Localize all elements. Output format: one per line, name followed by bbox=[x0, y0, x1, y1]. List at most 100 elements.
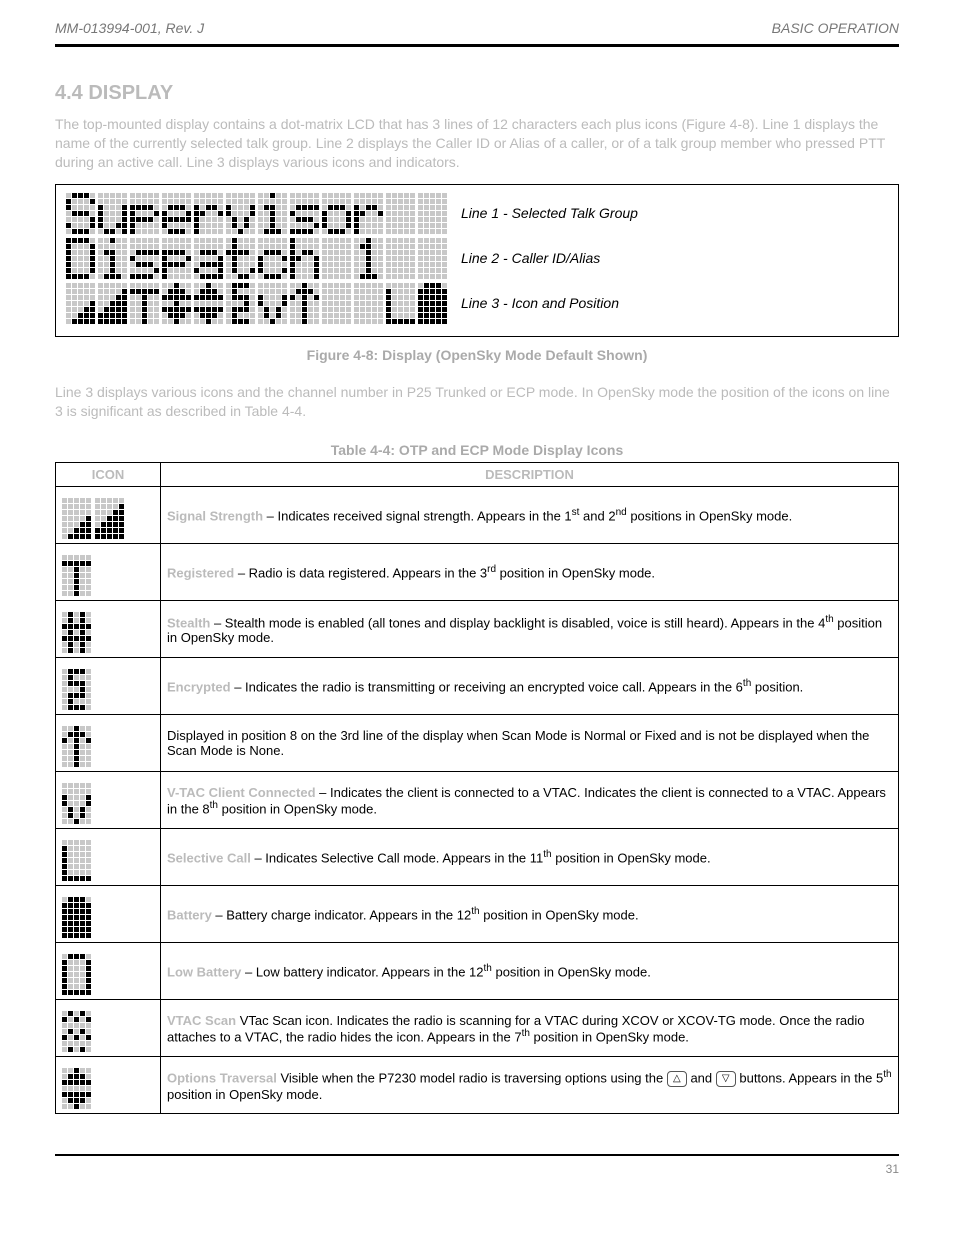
glyph-D bbox=[66, 238, 95, 279]
icon-cell bbox=[56, 601, 161, 658]
desc-cell: VTAC Scan VTac Scan icon. Indicates the … bbox=[161, 1000, 899, 1057]
figure-caption: Figure 4-8: Display (OpenSky Mode Defaul… bbox=[55, 347, 899, 363]
glyph-u bbox=[98, 193, 127, 234]
table-body: Signal Strength – Indicates received sig… bbox=[56, 487, 899, 1114]
glyph-stealth bbox=[62, 612, 91, 653]
glyph-p bbox=[162, 238, 191, 279]
intro-paragraph: The top-mounted display contains a dot-m… bbox=[55, 115, 899, 172]
glyph-L bbox=[62, 840, 91, 881]
glyph-scan2 bbox=[290, 283, 319, 324]
glyph-sig1 bbox=[62, 498, 91, 539]
icon-cell bbox=[56, 829, 161, 886]
triangle-down-icon: ▽ bbox=[716, 1071, 736, 1087]
glyph-v bbox=[62, 783, 91, 824]
glyph-vtacscan bbox=[62, 1011, 91, 1052]
table-row: VTAC Scan VTac Scan icon. Indicates the … bbox=[56, 1000, 899, 1057]
desc-cell: Options Traversal Visible when the P7230… bbox=[161, 1057, 899, 1114]
glyph-sig2 bbox=[98, 283, 127, 324]
glyph-i bbox=[98, 238, 127, 279]
icon-cell bbox=[56, 1000, 161, 1057]
icon-cell bbox=[56, 772, 161, 829]
glyph-p bbox=[130, 193, 159, 234]
glyph-h bbox=[290, 238, 319, 279]
icon-cell bbox=[56, 943, 161, 1000]
glyph-i bbox=[258, 193, 287, 234]
footer-rule bbox=[55, 1154, 899, 1156]
section-title: 4.4 DISPLAY bbox=[55, 82, 899, 105]
table-row: V-TAC Client Connected – Indicates the c… bbox=[56, 772, 899, 829]
header-right: BASIC OPERATION bbox=[772, 20, 899, 36]
glyph-v bbox=[226, 193, 255, 234]
glyph-batt bbox=[418, 283, 447, 324]
glyph-o bbox=[322, 193, 351, 234]
glyph-r bbox=[194, 193, 223, 234]
page-header: MM-013994-001, Rev. J BASIC OPERATION bbox=[55, 0, 899, 44]
glyph- bbox=[418, 238, 447, 279]
glyph- bbox=[322, 283, 351, 324]
table-row: Options Traversal Visible when the P7230… bbox=[56, 1057, 899, 1114]
footer-right: 31 bbox=[886, 1162, 899, 1176]
table-header-row: ICON DESCRIPTION bbox=[56, 463, 899, 487]
glyph-c bbox=[258, 238, 287, 279]
glyph-L bbox=[386, 283, 415, 324]
glyph-1 bbox=[354, 238, 383, 279]
icon-table: ICON DESCRIPTION Signal Strength – Indic… bbox=[55, 462, 899, 1114]
glyph-e bbox=[162, 193, 191, 234]
desc-cell: Low Battery – Low battery indicator. App… bbox=[161, 943, 899, 1000]
desc-cell: Encrypted – Indicates the radio is trans… bbox=[161, 658, 899, 715]
mid-paragraph: Line 3 displays various icons and the ch… bbox=[55, 383, 899, 421]
glyph-t bbox=[226, 238, 255, 279]
glyph- bbox=[418, 193, 447, 234]
table-col-icon: ICON bbox=[56, 463, 161, 487]
glyph-r bbox=[354, 193, 383, 234]
header-rule bbox=[55, 44, 899, 47]
glyph- bbox=[322, 238, 351, 279]
icon-cell bbox=[56, 544, 161, 601]
desc-cell: Signal Strength – Indicates received sig… bbox=[161, 487, 899, 544]
figure-line-2-label: Line 2 - Caller ID/Alias bbox=[461, 250, 898, 266]
glyph-sig2 bbox=[95, 498, 124, 539]
glyph-battlow bbox=[62, 954, 91, 995]
glyph-opt bbox=[62, 1068, 91, 1109]
glyph-s bbox=[290, 193, 319, 234]
desc-cell: Battery – Battery charge indicator. Appe… bbox=[161, 886, 899, 943]
glyph- bbox=[354, 283, 383, 324]
figure-line-2: Line 2 - Caller ID/Alias bbox=[66, 236, 898, 281]
glyph- bbox=[386, 193, 415, 234]
table-row: Registered – Radio is data registered. A… bbox=[56, 544, 899, 601]
glyph-enc bbox=[226, 283, 255, 324]
table-title: Table 4-4: OTP and ECP Mode Display Icon… bbox=[55, 442, 899, 458]
table-row: Displayed in position 8 on the 3rd line … bbox=[56, 715, 899, 772]
table-row: Selective Call – Indicates Selective Cal… bbox=[56, 829, 899, 886]
header-left: MM-013994-001, Rev. J bbox=[55, 20, 204, 36]
table-row: Encrypted – Indicates the radio is trans… bbox=[56, 658, 899, 715]
figure-line-3-label: Line 3 - Icon and Position bbox=[461, 295, 898, 311]
glyph-T bbox=[62, 555, 91, 596]
figure-line-2-glyphs bbox=[66, 236, 451, 281]
glyph- bbox=[386, 238, 415, 279]
page: MM-013994-001, Rev. J BASIC OPERATION 4.… bbox=[0, 0, 954, 1231]
icon-cell bbox=[56, 658, 161, 715]
glyph-enc bbox=[62, 669, 91, 710]
icon-cell bbox=[56, 886, 161, 943]
desc-cell: Displayed in position 8 on the 3rd line … bbox=[161, 715, 899, 772]
table-row: Stealth – Stealth mode is enabled (all t… bbox=[56, 601, 899, 658]
icon-cell bbox=[56, 1057, 161, 1114]
table-row: Battery – Battery charge indicator. Appe… bbox=[56, 886, 899, 943]
triangle-up-icon: △ bbox=[667, 1071, 687, 1087]
figure-line-1-label: Line 1 - Selected Talk Group bbox=[461, 205, 898, 221]
footer: 31 bbox=[55, 1162, 899, 1176]
desc-cell: Selective Call – Indicates Selective Cal… bbox=[161, 829, 899, 886]
glyph-S bbox=[66, 193, 95, 234]
icon-cell bbox=[56, 715, 161, 772]
icon-cell bbox=[56, 487, 161, 544]
figure-line-1-glyphs bbox=[66, 191, 451, 236]
glyph-opt bbox=[194, 283, 223, 324]
glyph-v bbox=[258, 283, 287, 324]
table-row: Low Battery – Low battery indicator. App… bbox=[56, 943, 899, 1000]
glyph-sig1 bbox=[66, 283, 95, 324]
figure-line-1: Line 1 - Selected Talk Group bbox=[66, 191, 898, 236]
glyph-a bbox=[194, 238, 223, 279]
desc-cell: Registered – Radio is data registered. A… bbox=[161, 544, 899, 601]
figure-line-3: Line 3 - Icon and Position bbox=[66, 281, 898, 326]
